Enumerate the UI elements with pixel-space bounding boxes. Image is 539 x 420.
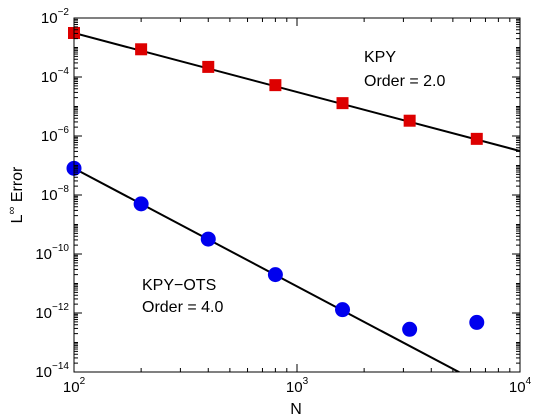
y-tick-label-exp-6: −14: [52, 361, 69, 372]
y-tick-label-exp-0: −2: [58, 7, 70, 18]
annotation-kpy-order: Order = 2.0: [364, 73, 445, 90]
x-tick-label-exp-1: 3: [303, 376, 309, 387]
y-axis-label-sup: ∞: [6, 207, 18, 215]
y-axis-label-main: L: [9, 214, 26, 223]
y-tick-label-base-0: 10: [41, 10, 58, 27]
series-0-point-3: [269, 79, 282, 92]
y-tick-label-base-4: 10: [35, 246, 52, 263]
y-tick-label-base-5: 10: [35, 305, 52, 322]
series-0-point-1: [135, 43, 148, 56]
series-0-point-5: [403, 114, 416, 127]
y-tick-label-exp-5: −12: [52, 302, 69, 313]
y-tick-label-exp-4: −10: [52, 243, 69, 254]
x-tick-label-0: 102: [63, 376, 86, 396]
axis-labels: N L∞ Error: [6, 166, 302, 418]
plot-frame: [73, 17, 521, 373]
y-tick-label-4: 10−10: [35, 243, 69, 263]
annotation-kpy-ots-order: Order = 4.0: [142, 299, 223, 316]
x-axis-label: N: [290, 401, 302, 418]
fit-line-0: [74, 32, 520, 152]
x-tick-label-2: 104: [509, 376, 532, 396]
y-tick-label-base-1: 10: [41, 69, 58, 86]
fit-line-1: [74, 167, 461, 372]
y-axis-label: L∞ Error: [6, 166, 26, 223]
series-1-point-6: [469, 314, 485, 330]
y-tick-label-exp-1: −4: [58, 66, 70, 77]
y-tick-label-base-3: 10: [41, 187, 58, 204]
series-0-point-4: [336, 97, 349, 110]
series-0-point-6: [470, 132, 483, 145]
y-tick-label-2: 10−6: [41, 125, 70, 145]
y-tick-label-base-2: 10: [41, 128, 58, 145]
series-1-point-3: [267, 267, 283, 283]
series-0-point-2: [202, 60, 215, 73]
x-tick-label-base-1: 10: [286, 379, 303, 396]
x-tick-label-base-0: 10: [63, 379, 80, 396]
y-axis-label-suffix: Error: [9, 166, 26, 207]
y-tick-label-6: 10−14: [35, 361, 69, 381]
x-tick-label-exp-0: 2: [80, 376, 86, 387]
x-tick-label-base-2: 10: [509, 379, 526, 396]
y-tick-label-5: 10−12: [35, 302, 69, 322]
x-tick-label-exp-2: 4: [526, 376, 532, 387]
y-tick-label-exp-3: −8: [58, 184, 70, 195]
series-1-point-5: [402, 321, 418, 337]
y-tick-label-1: 10−4: [41, 66, 70, 86]
y-tick-label-base-6: 10: [35, 364, 52, 381]
annotation-kpy-ots-title: KPY−OTS: [142, 277, 216, 294]
y-tick-label-exp-2: −6: [58, 125, 70, 136]
x-tick-label-1: 103: [286, 376, 309, 396]
series-1-point-1: [133, 196, 149, 212]
plot-area: [66, 27, 520, 372]
series-1-point-4: [335, 302, 351, 318]
annotation-kpy-title: KPY: [364, 49, 396, 66]
annotations: KPY Order = 2.0 KPY−OTS Order = 4.0: [142, 49, 445, 316]
y-tick-label-3: 10−8: [41, 184, 70, 204]
series-1-point-2: [200, 231, 216, 247]
y-tick-label-0: 10−2: [41, 7, 70, 27]
